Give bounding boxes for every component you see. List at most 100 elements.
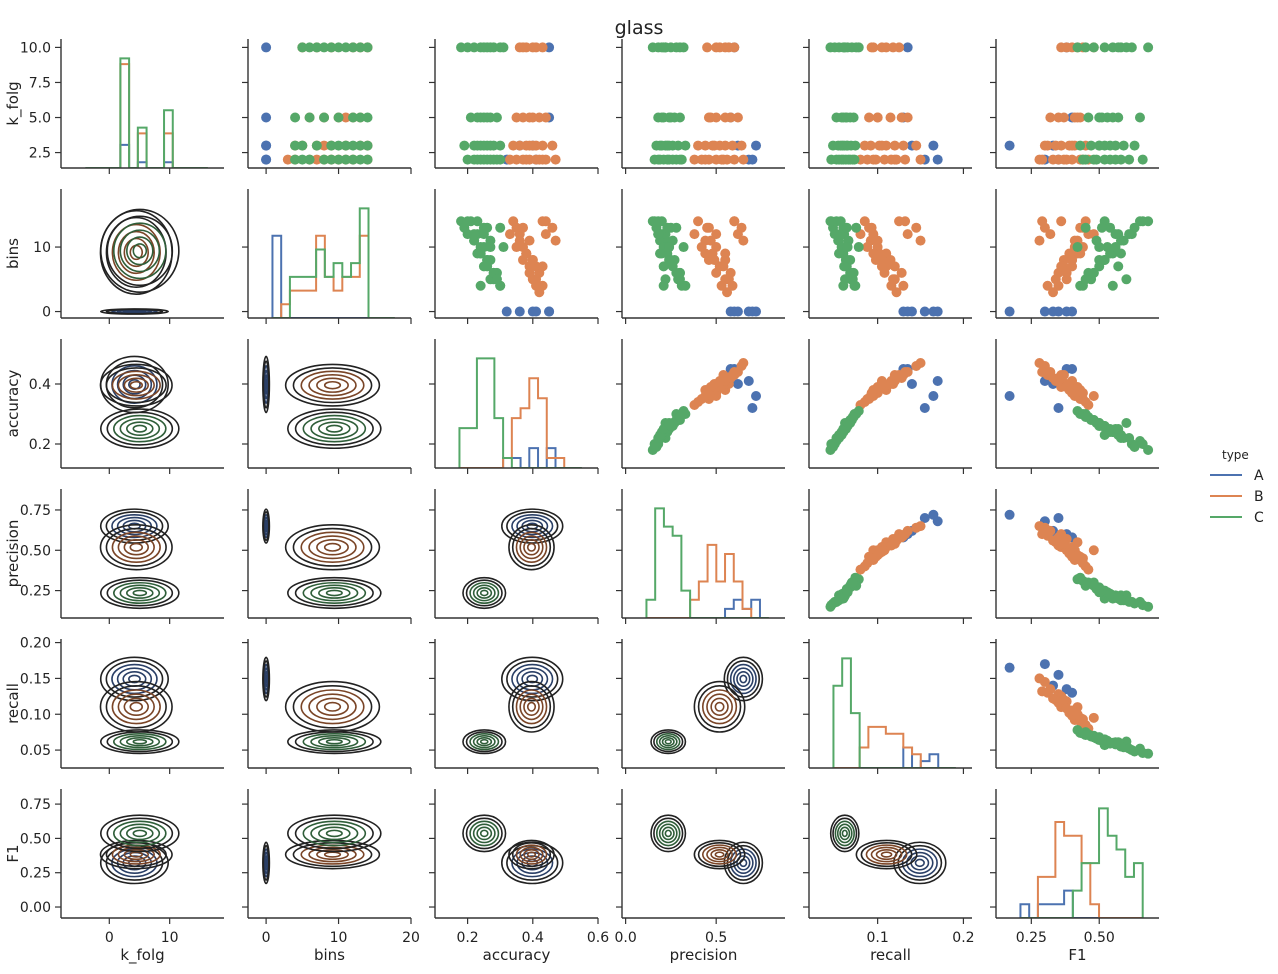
scatter-point-a xyxy=(1053,669,1064,680)
kde-contour-c xyxy=(106,731,174,753)
scatter-point-b xyxy=(508,216,519,227)
scatter-point-b xyxy=(1058,261,1069,272)
y-axis-label: F1 xyxy=(4,844,22,862)
scatter-point-c xyxy=(472,154,483,165)
panel-content xyxy=(1004,509,1154,612)
kde-contour-a xyxy=(914,858,925,868)
kde-contour-c xyxy=(100,729,180,755)
scatter-point-a xyxy=(261,154,272,165)
x-axis-label: bins xyxy=(314,946,345,964)
scatter-point-c xyxy=(319,42,330,53)
kde-contour-c xyxy=(469,733,500,751)
scatter-point-c xyxy=(1080,274,1091,285)
scatter-point-b xyxy=(1053,112,1064,123)
scatter-point-c xyxy=(297,140,308,151)
scatter-point-b xyxy=(720,140,731,151)
kde-contour-c xyxy=(318,826,351,841)
panel-bins-k_folg: 0 10 bins xyxy=(4,189,224,324)
kde-contour-c xyxy=(119,229,161,273)
panel-k_folg-F1 xyxy=(990,39,1159,174)
scatter-point-a xyxy=(928,391,939,401)
kde-contour-b xyxy=(117,230,155,275)
kde-contour-c xyxy=(302,820,367,847)
scatter-point-a xyxy=(261,42,272,53)
scatter-point-b xyxy=(1034,358,1045,368)
scatter-point-c xyxy=(834,154,845,165)
kde-contour-b xyxy=(316,697,349,717)
scatter-point-a xyxy=(1004,509,1015,520)
scatter-point-c xyxy=(333,154,344,165)
scatter-point-a xyxy=(1053,513,1064,524)
kde-contour-a xyxy=(733,667,754,691)
scatter-point-b xyxy=(1037,529,1048,540)
kde-contour-c xyxy=(318,421,351,436)
scatter-point-b xyxy=(1048,535,1059,546)
kde-contour-b xyxy=(697,841,742,868)
scatter-point-b xyxy=(885,112,896,123)
kde-contour-c xyxy=(132,243,148,259)
scatter-point-b xyxy=(524,235,535,246)
scatter-point-b xyxy=(896,267,907,278)
kde-contour-c xyxy=(664,829,672,838)
scatter-point-c xyxy=(1113,261,1124,272)
scatter-point-c xyxy=(665,112,676,123)
panel-precision-F1 xyxy=(990,489,1159,624)
kde-contour-b xyxy=(99,524,173,571)
kde-contour-c xyxy=(113,581,167,604)
legend-entry-c: C xyxy=(1210,510,1264,526)
scatter-point-a xyxy=(902,42,913,53)
scatter-point-b xyxy=(1077,714,1088,725)
scatter-point-c xyxy=(1083,112,1094,123)
scatter-point-c xyxy=(1094,242,1105,253)
scatter-point-b xyxy=(855,564,866,575)
kde-contour-b xyxy=(308,374,357,397)
kde-contour-b xyxy=(323,542,342,552)
scatter-point-b xyxy=(527,254,538,265)
scatter-point-c xyxy=(311,140,322,151)
kde-contour-c xyxy=(287,576,382,610)
scatter-point-b xyxy=(537,261,548,272)
scatter-point-c xyxy=(678,42,689,53)
scatter-point-b xyxy=(889,538,900,549)
scatter-point-c xyxy=(1107,112,1118,123)
scatter-point-a xyxy=(919,513,930,524)
scatter-point-c xyxy=(1086,140,1097,151)
kde-contour-b xyxy=(308,693,357,721)
kde-contour-c xyxy=(294,411,374,446)
kde-contour-b xyxy=(117,374,155,397)
scatter-point-b xyxy=(1034,235,1045,246)
kde-contour-c xyxy=(658,735,678,749)
kde-contour-c xyxy=(832,817,858,850)
kde-contour-c xyxy=(655,820,681,847)
x-tick-label: 0.1 xyxy=(866,930,888,946)
scatter-point-a xyxy=(751,391,762,401)
scatter-point-c xyxy=(498,42,509,53)
kde-contour-b xyxy=(511,841,552,868)
kde-contour-a xyxy=(516,516,549,536)
scatter-point-c xyxy=(1072,42,1083,53)
scatter-point-b xyxy=(693,216,704,227)
x-tick-label: 0 xyxy=(105,930,114,946)
x-tick-label: 10 xyxy=(330,930,348,946)
scatter-point-b xyxy=(915,358,926,368)
scatter-point-c xyxy=(304,154,315,165)
x-tick-label: 10 xyxy=(161,930,179,946)
kde-contour-c xyxy=(318,736,351,747)
kde-contour-a xyxy=(736,855,751,871)
panel-bins-accuracy xyxy=(429,189,599,324)
scatter-point-c xyxy=(1080,222,1091,233)
scatter-point-c xyxy=(1075,140,1086,151)
x-tick-label: 0.25 xyxy=(1016,930,1047,946)
scatter-point-b xyxy=(1072,112,1083,123)
scatter-point-c xyxy=(1105,154,1116,165)
kde-contour-c xyxy=(302,733,367,751)
scatter-point-c xyxy=(319,154,330,165)
scatter-point-b xyxy=(550,154,561,165)
scatter-point-b xyxy=(537,42,548,53)
x-tick-label: 0.6 xyxy=(587,930,609,946)
scatter-point-b xyxy=(1088,712,1099,723)
scatter-point-b xyxy=(868,154,879,165)
legend-label-c: C xyxy=(1254,510,1264,526)
kde-contour-b xyxy=(714,701,725,712)
scatter-point-b xyxy=(702,222,713,233)
